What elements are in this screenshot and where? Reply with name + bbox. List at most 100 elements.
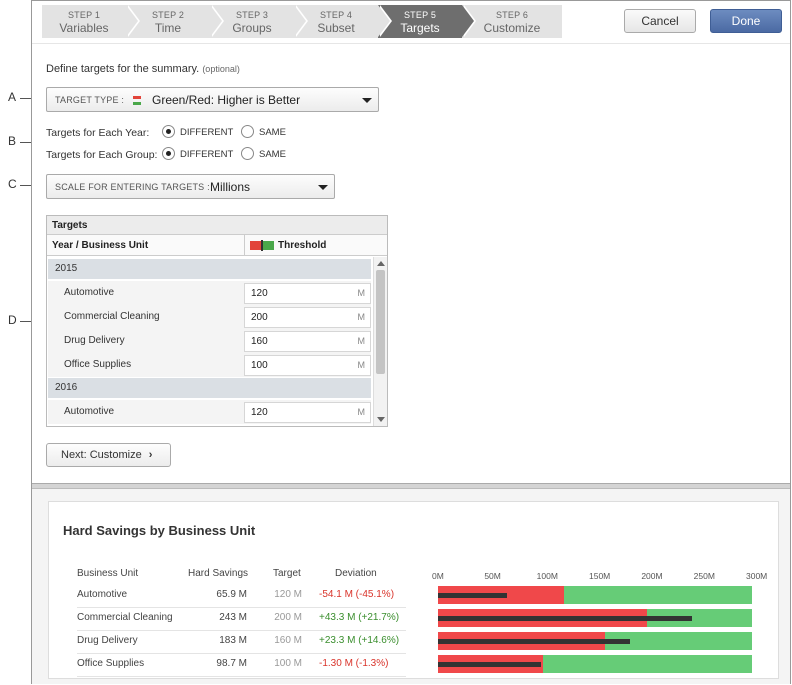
threshold-unit: M — [357, 336, 366, 346]
next-customize-button[interactable]: Next: Customize › — [46, 443, 171, 467]
target-type-value: Green/Red: Higher is Better — [152, 93, 301, 107]
step-6[interactable]: STEP 6 Customize — [462, 5, 562, 38]
step-5[interactable]: STEP 5 Targets — [378, 5, 476, 38]
unit-row: Drug Delivery 160 M — [48, 329, 371, 353]
value-bar — [438, 616, 693, 621]
threshold-input[interactable]: 120 M — [244, 402, 371, 423]
row-deviation: -54.1 M (-45.1%) — [319, 589, 395, 600]
cancel-button[interactable]: Cancel — [624, 9, 696, 33]
bullet-chart — [438, 632, 752, 650]
threshold-input[interactable]: 160 M — [244, 331, 371, 352]
step-num: STEP 6 — [495, 10, 529, 20]
row-target: 200 M — [274, 612, 302, 623]
step-num: STEP 1 — [67, 10, 101, 20]
step-name: Customize — [483, 21, 541, 35]
targets-group-different-label[interactable]: DIFFERENT — [180, 149, 234, 160]
row-divider — [77, 676, 406, 677]
unit-name: Commercial Cleaning — [64, 311, 160, 322]
scale-value: Millions — [210, 180, 251, 194]
threshold-value: 120 — [251, 407, 268, 418]
axis-tick-label: 250M — [693, 571, 715, 581]
row-savings: 65.9 M — [216, 589, 247, 600]
pane-splitter[interactable] — [32, 483, 790, 489]
summary-title: Hard Savings by Business Unit — [63, 523, 256, 538]
targets-year-row: Targets for Each Year: DIFFERENT SAME — [46, 125, 346, 141]
step-name: Time — [154, 21, 182, 35]
above-target-band — [563, 586, 752, 604]
value-bar — [438, 639, 630, 644]
scroll-down-icon[interactable] — [377, 417, 385, 422]
axis-tick-label: 300M — [746, 571, 768, 581]
step-name: Targets — [400, 21, 440, 35]
callout-d-line — [20, 321, 38, 322]
targets-group-same-label[interactable]: SAME — [259, 149, 286, 160]
unit-row: Automotive 120 M — [48, 400, 371, 424]
callout-a: A — [8, 90, 17, 104]
targets-year-same-label[interactable]: SAME — [259, 127, 286, 138]
axis-tick-label: 150M — [589, 571, 611, 581]
unit-row: Office Supplies 100 M — [48, 353, 371, 377]
row-deviation: +23.3 M (+14.6%) — [319, 635, 400, 646]
row-deviation: -1.30 M (-1.3%) — [319, 658, 389, 669]
target-type-dropdown[interactable]: TARGET TYPE : Green/Red: Higher is Bette… — [46, 87, 379, 112]
app-window: STEP 1 Variables STEP 2 Time STEP 3 Groups … — [31, 0, 791, 684]
scroll-up-icon[interactable] — [377, 261, 385, 266]
optional-label: (optional) — [202, 64, 240, 74]
header-business-unit: Business Unit — [77, 568, 139, 579]
row-savings: 243 M — [219, 612, 247, 623]
row-divider — [77, 653, 406, 654]
header-divider — [32, 43, 790, 44]
unit-row: Automotive 120 M — [48, 281, 371, 305]
targets-table-title: Targets — [47, 216, 387, 235]
header-hard-savings: Hard Savings — [188, 568, 249, 579]
red-green-swatch-icon — [133, 96, 141, 105]
row-divider — [77, 607, 406, 608]
axis-tick-label: 0M — [432, 571, 444, 581]
threshold-icon — [250, 240, 274, 251]
chevron-down-icon — [318, 185, 328, 190]
step-name: Groups — [232, 21, 272, 35]
targets-year-different-radio[interactable] — [162, 125, 175, 138]
targets-group-same-radio[interactable] — [241, 147, 254, 160]
row-unit: Automotive — [77, 589, 128, 600]
targets-table: Targets Year / Business Unit Threshold 2… — [46, 215, 388, 427]
year-row: 2016 — [48, 378, 371, 398]
unit-name: Automotive — [64, 287, 115, 298]
threshold-value: 100 — [251, 360, 268, 371]
axis-tick-label: 50M — [484, 571, 501, 581]
step-2[interactable]: STEP 2 Time — [126, 5, 224, 38]
bullet-chart — [438, 586, 752, 604]
callout-d: D — [8, 313, 17, 327]
year-row: 2015 — [48, 259, 371, 279]
step-name: Subset — [317, 21, 355, 35]
threshold-value: 200 — [251, 312, 268, 323]
row-target: 120 M — [274, 589, 302, 600]
step-3[interactable]: STEP 3 Groups — [210, 5, 308, 38]
chevron-down-icon — [362, 98, 372, 103]
targets-year-same-radio[interactable] — [241, 125, 254, 138]
summary-card: Hard Savings by Business Unit Business U… — [48, 501, 779, 679]
row-unit: Drug Delivery — [77, 635, 138, 646]
next-label: Next: Customize — [61, 449, 142, 461]
targets-scrollbar[interactable] — [373, 257, 387, 426]
callout-b: B — [8, 134, 17, 148]
scale-dropdown[interactable]: SCALE FOR ENTERING TARGETS : Millions — [46, 174, 335, 199]
axis-tick-label: 200M — [641, 571, 663, 581]
header-deviation: Deviation — [335, 568, 377, 579]
threshold-input[interactable]: 200 M — [244, 307, 371, 328]
done-button[interactable]: Done — [710, 9, 782, 33]
targets-year-different-label[interactable]: DIFFERENT — [180, 127, 234, 138]
threshold-unit: M — [357, 407, 366, 417]
step-4[interactable]: STEP 4 Subset — [294, 5, 392, 38]
targets-table-header: Year / Business Unit Threshold — [47, 235, 387, 256]
targets-group-label: Targets for Each Group: — [46, 149, 158, 161]
threshold-input[interactable]: 100 M — [244, 355, 371, 376]
col-threshold: Threshold — [278, 240, 327, 251]
col-year-unit: Year / Business Unit — [52, 240, 149, 251]
targets-group-different-radio[interactable] — [162, 147, 175, 160]
threshold-input[interactable]: 120 M — [244, 283, 371, 304]
scroll-thumb[interactable] — [376, 270, 385, 374]
step-num: STEP 3 — [235, 10, 269, 20]
step-name: Variables — [59, 21, 109, 35]
step-1[interactable]: STEP 1 Variables — [42, 5, 140, 38]
